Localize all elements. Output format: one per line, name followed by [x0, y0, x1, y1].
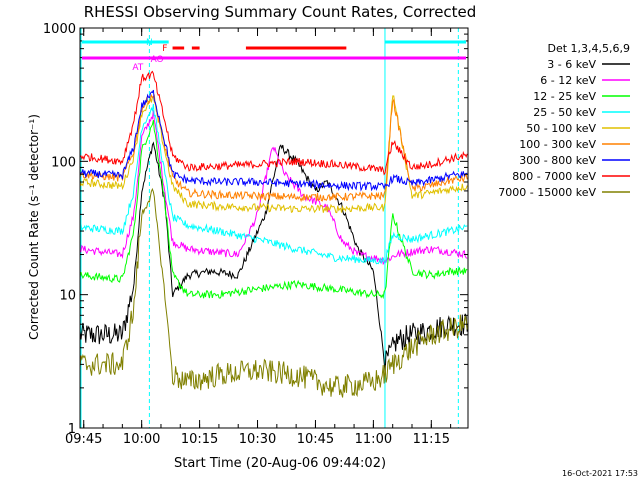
x-tick-label: 11:15	[413, 432, 450, 447]
annotation-label: AO	[151, 55, 164, 65]
axes-frame	[79, 27, 469, 429]
x-tick-label: 09:45	[65, 432, 102, 447]
legend-label: 300 - 800 keV	[519, 154, 596, 167]
x-tick-label: 10:30	[239, 432, 276, 447]
legend-label: 50 - 100 keV	[526, 122, 596, 135]
series-line	[79, 119, 468, 300]
legend-title: Det 1,3,4,5,6,9	[547, 42, 630, 55]
x-tick-label: 10:45	[297, 432, 334, 447]
annotation-label: F	[162, 44, 167, 54]
x-tick-label: 10:00	[123, 432, 160, 447]
annotation-label: N	[146, 38, 153, 48]
legend-label: 800 - 7000 keV	[512, 170, 596, 183]
x-tick-label: 11:00	[355, 432, 392, 447]
x-tick-label: 10:15	[181, 432, 218, 447]
y-axis-label: Corrected Count Rate (s⁻¹ detector⁻¹)	[27, 114, 41, 340]
x-axis-label: Start Time (20-Aug-06 09:44:02)	[174, 456, 386, 471]
series-line	[79, 93, 468, 203]
series-layer	[79, 70, 468, 398]
series-line	[79, 89, 468, 192]
series-line	[79, 103, 468, 265]
date-stamp: 16-Oct-2021 17:53	[562, 469, 638, 478]
legend: Det 1,3,4,5,6,9 3 - 6 keV 6 - 12 keV 12 - 2…	[498, 42, 630, 199]
axes-layer: 1 10 100 1000 09:45 10:00 10:15 10:30 10:45 11:00…	[43, 22, 469, 447]
y-tick-label: 1	[68, 422, 76, 437]
annotation-label: AT	[132, 63, 143, 73]
series-line	[79, 141, 468, 374]
series-line	[79, 110, 468, 266]
y-tick-label: 100	[51, 155, 76, 170]
chart-title: RHESSI Observing Summary Count Rates, Co…	[84, 3, 477, 21]
legend-label: 100 - 300 keV	[519, 138, 596, 151]
y-tick-label: 1000	[43, 22, 76, 37]
legend-label: 7000 - 15000 keV	[498, 186, 596, 199]
legend-label: 3 - 6 keV	[547, 58, 596, 71]
legend-label: 25 - 50 keV	[533, 106, 596, 119]
legend-label: 6 - 12 keV	[540, 74, 596, 87]
series-line	[79, 95, 468, 214]
legend-label: 12 - 25 keV	[533, 90, 596, 103]
series-line	[79, 187, 468, 398]
y-tick-label: 10	[59, 289, 76, 304]
series-line	[79, 70, 468, 176]
